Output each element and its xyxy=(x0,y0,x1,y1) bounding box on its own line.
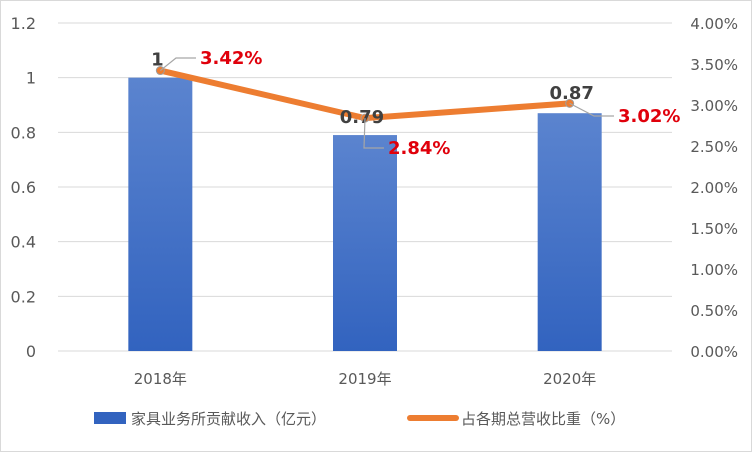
bar xyxy=(537,113,602,351)
right-tick-label: 4.00% xyxy=(690,15,738,33)
legend-bar-label: 家具业务所贡献收入（亿元） xyxy=(131,410,326,428)
right-tick-label: 0.50% xyxy=(690,302,738,320)
bar xyxy=(333,135,397,351)
left-tick-label: 0.8 xyxy=(11,123,36,142)
left-tick-label: 1 xyxy=(26,69,36,88)
leader-line xyxy=(569,102,614,117)
left-tick-label: 0.6 xyxy=(11,178,36,197)
bar-data-label: 0.87 xyxy=(549,83,593,104)
category-axis: 2018年 2019年 2020年 xyxy=(134,370,597,388)
category-label: 2020年 xyxy=(543,370,596,388)
right-tick-label: 2.00% xyxy=(690,179,738,197)
bar xyxy=(128,77,193,352)
line-data-label: 2.84% xyxy=(388,138,450,159)
category-label: 2018年 xyxy=(134,370,187,388)
leader-line xyxy=(159,57,196,72)
right-tick-label: 1.00% xyxy=(690,261,738,279)
left-axis: 0 0.2 0.4 0.6 0.8 1 1.2 xyxy=(11,14,36,361)
bar-data-label: 0.79 xyxy=(340,107,384,128)
left-tick-label: 0 xyxy=(26,342,36,361)
bar-data-label: 1 xyxy=(151,50,164,71)
left-tick-label: 0.2 xyxy=(11,287,36,306)
line-data-label: 3.42% xyxy=(200,48,262,69)
right-axis: 0.00% 0.50% 1.00% 1.50% 2.00% 2.50% 3.00% 3.50%… xyxy=(690,15,738,361)
bar-series xyxy=(128,77,602,352)
left-tick-label: 0.4 xyxy=(11,233,36,252)
right-tick-label: 1.50% xyxy=(690,220,738,238)
left-tick-label: 1.2 xyxy=(11,14,36,33)
legend-line-label: 占各期总营收比重（%） xyxy=(461,410,625,428)
right-tick-label: 2.50% xyxy=(690,138,738,156)
category-label: 2019年 xyxy=(338,370,391,388)
leader-line xyxy=(363,118,384,149)
legend: 家具业务所贡献收入（亿元） 占各期总营收比重（%） xyxy=(94,410,625,428)
line-data-label: 3.02% xyxy=(618,106,680,127)
right-tick-label: 3.50% xyxy=(690,56,738,74)
right-tick-label: 0.00% xyxy=(690,343,738,361)
legend-bar-swatch xyxy=(94,412,126,424)
right-tick-label: 3.00% xyxy=(690,97,738,115)
data-labels: 1 0.79 0.87 3.42% 2.84% 3.02% xyxy=(151,48,680,159)
